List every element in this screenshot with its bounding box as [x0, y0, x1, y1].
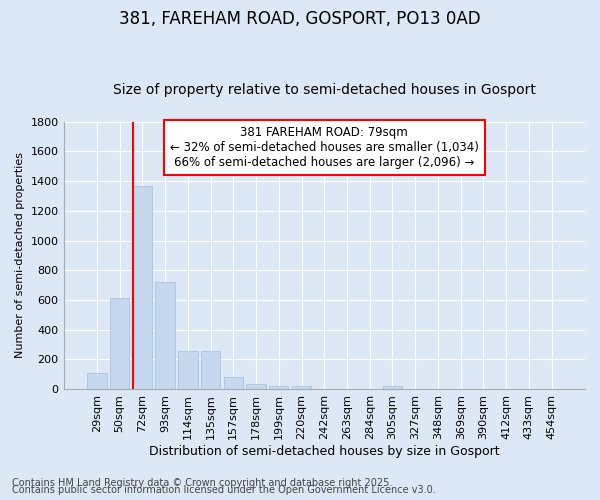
Text: Contains public sector information licensed under the Open Government Licence v3: Contains public sector information licen… — [12, 485, 436, 495]
Title: Size of property relative to semi-detached houses in Gosport: Size of property relative to semi-detach… — [113, 83, 536, 97]
Bar — [155, 282, 175, 389]
Bar — [224, 377, 243, 389]
Bar — [133, 186, 152, 389]
Bar — [87, 372, 107, 389]
Bar — [269, 386, 289, 389]
Text: Contains HM Land Registry data © Crown copyright and database right 2025.: Contains HM Land Registry data © Crown c… — [12, 478, 392, 488]
Y-axis label: Number of semi-detached properties: Number of semi-detached properties — [15, 152, 25, 358]
Bar — [201, 351, 220, 389]
Bar — [292, 386, 311, 389]
Bar — [383, 386, 402, 389]
Bar — [110, 298, 130, 389]
X-axis label: Distribution of semi-detached houses by size in Gosport: Distribution of semi-detached houses by … — [149, 444, 500, 458]
Text: 381, FAREHAM ROAD, GOSPORT, PO13 0AD: 381, FAREHAM ROAD, GOSPORT, PO13 0AD — [119, 10, 481, 28]
Text: 381 FAREHAM ROAD: 79sqm
← 32% of semi-detached houses are smaller (1,034)
66% of: 381 FAREHAM ROAD: 79sqm ← 32% of semi-de… — [170, 126, 479, 169]
Bar — [178, 351, 197, 389]
Bar — [247, 384, 266, 389]
